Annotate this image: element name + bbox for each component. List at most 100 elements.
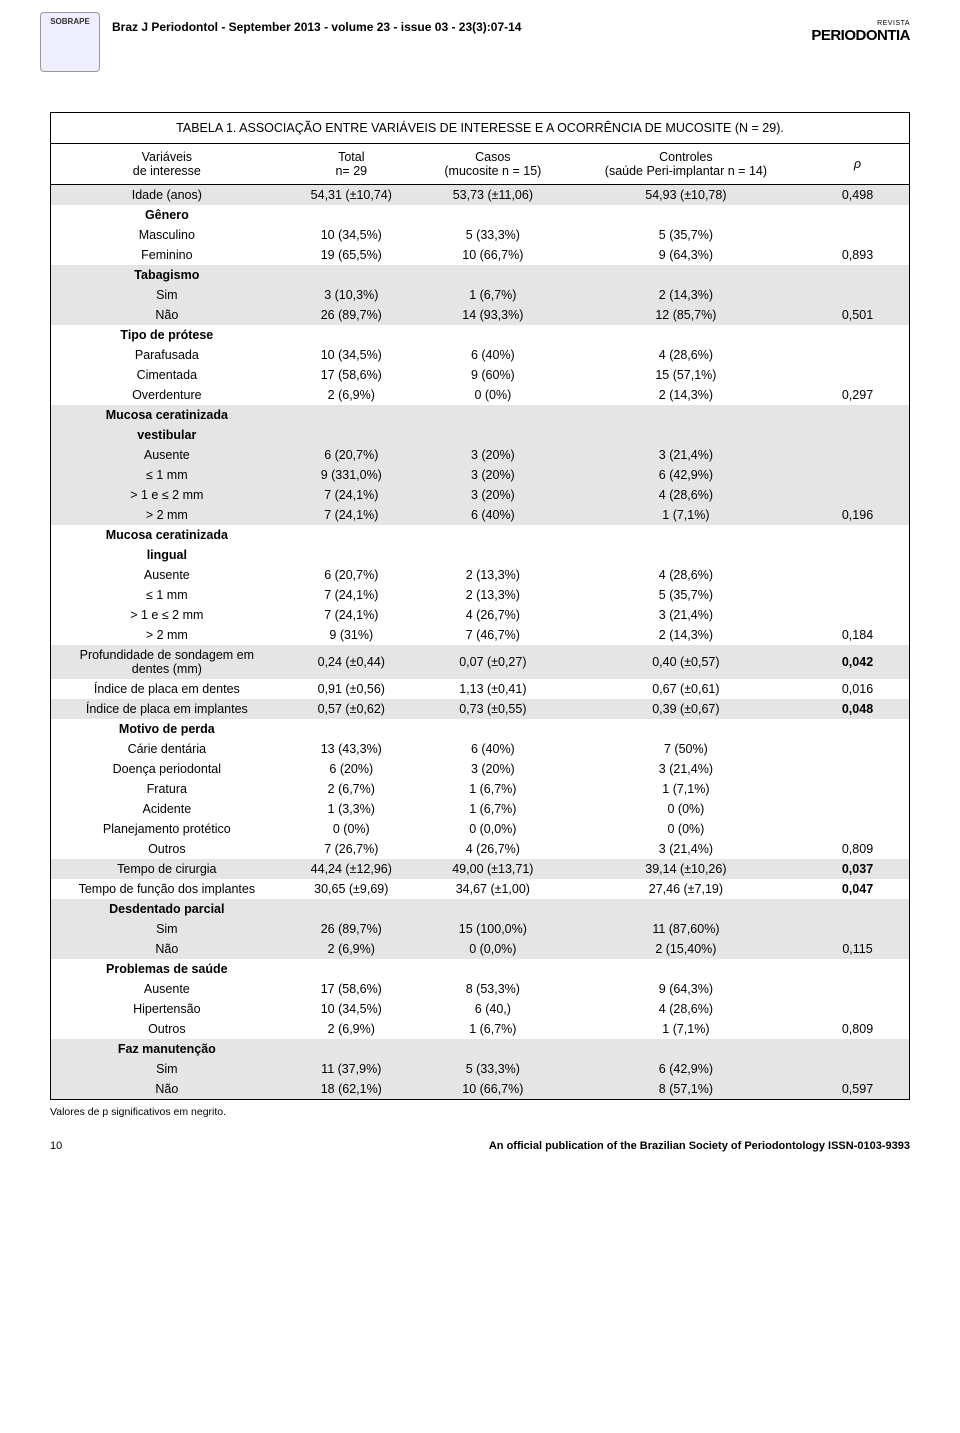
row-label: Profundidade de sondagem emdentes (mm) [51, 645, 283, 679]
cell-cas: 1 (6,7%) [420, 285, 566, 305]
table-row: Desdentado parcial [51, 899, 909, 919]
row-label: Não [51, 1079, 283, 1099]
cell-con [566, 1039, 806, 1059]
row-label: Faz manutenção [51, 1039, 283, 1059]
row-label: Não [51, 939, 283, 959]
table-row: Ausente17 (58,6%)8 (53,3%)9 (64,3%) [51, 979, 909, 999]
cell-tot: 7 (24,1%) [283, 485, 420, 505]
cell-p [806, 585, 909, 605]
cell-tot: 0,91 (±0,56) [283, 679, 420, 699]
cell-tot: 26 (89,7%) [283, 919, 420, 939]
cell-p: 0,037 [806, 859, 909, 879]
cell-p [806, 779, 909, 799]
row-label: Ausente [51, 445, 283, 465]
cell-p [806, 265, 909, 285]
cell-tot: 11 (37,9%) [283, 1059, 420, 1079]
cell-con: 11 (87,60%) [566, 919, 806, 939]
col-var-l2: de interesse [133, 164, 201, 178]
cell-cas: 10 (66,7%) [420, 245, 566, 265]
cell-p [806, 719, 909, 739]
cell-con: 15 (57,1%) [566, 365, 806, 385]
cell-tot: 6 (20,7%) [283, 445, 420, 465]
table-row: Tempo de cirurgia44,24 (±12,96)49,00 (±1… [51, 859, 909, 879]
row-label: Acidente [51, 799, 283, 819]
row-label: Masculino [51, 225, 283, 245]
cell-cas [420, 325, 566, 345]
table-row: Feminino19 (65,5%)10 (66,7%)9 (64,3%)0,8… [51, 245, 909, 265]
table-row: Outros7 (26,7%)4 (26,7%)3 (21,4%)0,809 [51, 839, 909, 859]
row-label: Hipertensão [51, 999, 283, 1019]
cell-cas [420, 545, 566, 565]
cell-tot: 13 (43,3%) [283, 739, 420, 759]
cell-cas: 49,00 (±13,71) [420, 859, 566, 879]
table-row: Doença periodontal6 (20%)3 (20%)3 (21,4%… [51, 759, 909, 779]
row-label: > 2 mm [51, 625, 283, 645]
row-label: Cárie dentária [51, 739, 283, 759]
cell-tot: 2 (6,7%) [283, 779, 420, 799]
cell-tot [283, 1039, 420, 1059]
cell-p [806, 565, 909, 585]
cell-p: 0,016 [806, 679, 909, 699]
page-footer: 10 An official publication of the Brazil… [50, 1140, 910, 1152]
cell-tot: 7 (24,1%) [283, 505, 420, 525]
table-row: Índice de placa em dentes0,91 (±0,56)1,1… [51, 679, 909, 699]
cell-tot [283, 525, 420, 545]
row-label: Não [51, 305, 283, 325]
cell-cas: 8 (53,3%) [420, 979, 566, 999]
col-tot-l2: n= 29 [335, 164, 367, 178]
cell-cas: 53,73 (±11,06) [420, 185, 566, 206]
table-row: > 1 e ≤ 2 mm7 (24,1%)4 (26,7%)3 (21,4%) [51, 605, 909, 625]
cell-p [806, 899, 909, 919]
cell-p [806, 225, 909, 245]
table-row: Faz manutenção [51, 1039, 909, 1059]
cell-cas [420, 405, 566, 425]
cell-con: 1 (7,1%) [566, 779, 806, 799]
table-row: Cárie dentária13 (43,3%)6 (40%)7 (50%) [51, 739, 909, 759]
cell-p [806, 979, 909, 999]
col-header-p: ρ [806, 144, 909, 185]
cell-p [806, 525, 909, 545]
cell-tot: 10 (34,5%) [283, 345, 420, 365]
cell-p [806, 919, 909, 939]
cell-cas: 6 (40%) [420, 739, 566, 759]
row-label: Motivo de perda [51, 719, 283, 739]
cell-cas: 10 (66,7%) [420, 1079, 566, 1099]
table-row: Masculino10 (34,5%)5 (33,3%)5 (35,7%) [51, 225, 909, 245]
cell-con: 4 (28,6%) [566, 345, 806, 365]
cell-con: 39,14 (±10,26) [566, 859, 806, 879]
cell-cas: 1 (6,7%) [420, 1019, 566, 1039]
cell-tot: 9 (331,0%) [283, 465, 420, 485]
cell-p [806, 759, 909, 779]
publication-line: An official publication of the Brazilian… [489, 1140, 910, 1152]
cell-p: 0,184 [806, 625, 909, 645]
col-tot-l1: Total [338, 150, 364, 164]
cell-p [806, 1059, 909, 1079]
table-row: > 2 mm7 (24,1%)6 (40%)1 (7,1%)0,196 [51, 505, 909, 525]
table-header-row: Variáveis de interesse Total n= 29 Casos… [51, 144, 909, 185]
cell-p: 0,047 [806, 879, 909, 899]
row-label: Outros [51, 839, 283, 859]
cell-tot: 3 (10,3%) [283, 285, 420, 305]
table-row: > 1 e ≤ 2 mm7 (24,1%)3 (20%)4 (28,6%) [51, 485, 909, 505]
table-row: > 2 mm9 (31%)7 (46,7%)2 (14,3%)0,184 [51, 625, 909, 645]
cell-cas [420, 425, 566, 445]
table-row: Acidente1 (3,3%)1 (6,7%)0 (0%) [51, 799, 909, 819]
cell-cas: 6 (40,) [420, 999, 566, 1019]
cell-p [806, 325, 909, 345]
table-row: Mucosa ceratinizada [51, 405, 909, 425]
table-row: Motivo de perda [51, 719, 909, 739]
cell-con [566, 325, 806, 345]
table-row: Sim3 (10,3%)1 (6,7%)2 (14,3%) [51, 285, 909, 305]
cell-tot: 17 (58,6%) [283, 979, 420, 999]
col-header-controls: Controles (saúde Peri-implantar n = 14) [566, 144, 806, 185]
cell-cas [420, 899, 566, 919]
revista-label: REVISTA [811, 20, 910, 27]
association-table: TABELA 1. ASSOCIAÇÃO ENTRE VARIÁVEIS DE … [51, 113, 909, 1099]
cell-con: 3 (21,4%) [566, 839, 806, 859]
cell-con: 2 (15,40%) [566, 939, 806, 959]
table-row: ≤ 1 mm9 (331,0%)3 (20%)6 (42,9%) [51, 465, 909, 485]
cell-tot: 0 (0%) [283, 819, 420, 839]
table-row: Não18 (62,1%)10 (66,7%)8 (57,1%)0,597 [51, 1079, 909, 1099]
cell-con: 6 (42,9%) [566, 1059, 806, 1079]
cell-p: 0,115 [806, 939, 909, 959]
